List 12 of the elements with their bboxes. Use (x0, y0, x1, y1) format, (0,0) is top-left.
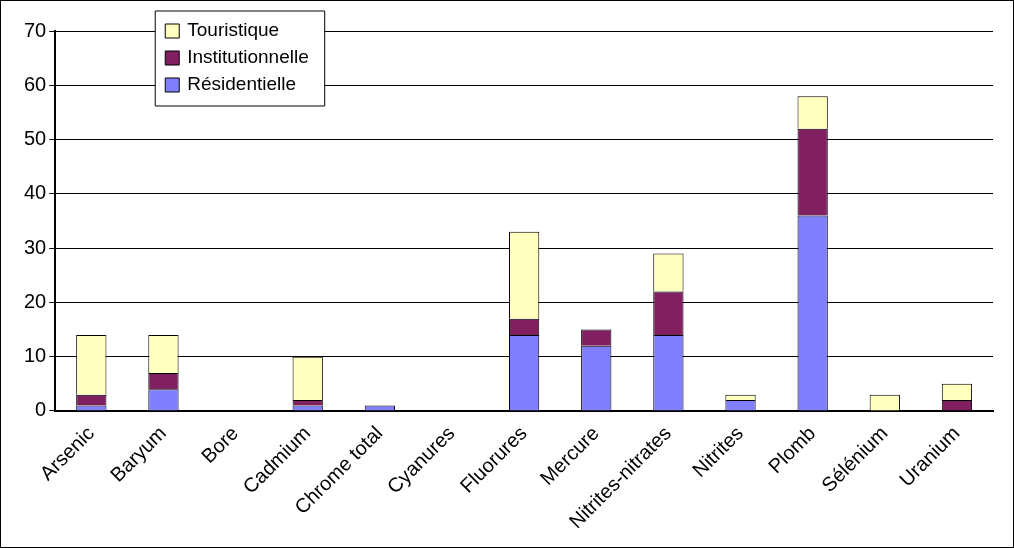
y-tick-label: 40 (24, 181, 47, 204)
y-tick-label: 20 (24, 289, 47, 312)
legend-label: Touristique (187, 19, 280, 41)
y-tick-label: 50 (24, 127, 47, 150)
y-tick-label: 0 (35, 398, 47, 421)
legend-label: Institutionnelle (187, 46, 309, 68)
y-tick-label: 70 (24, 18, 47, 41)
legend-label: Résidentielle (187, 73, 297, 95)
y-tick-label: 30 (24, 235, 47, 258)
y-tick-label: 10 (24, 344, 47, 367)
y-tick-label: 60 (24, 72, 47, 95)
x-tick-label: Bore (196, 421, 243, 468)
